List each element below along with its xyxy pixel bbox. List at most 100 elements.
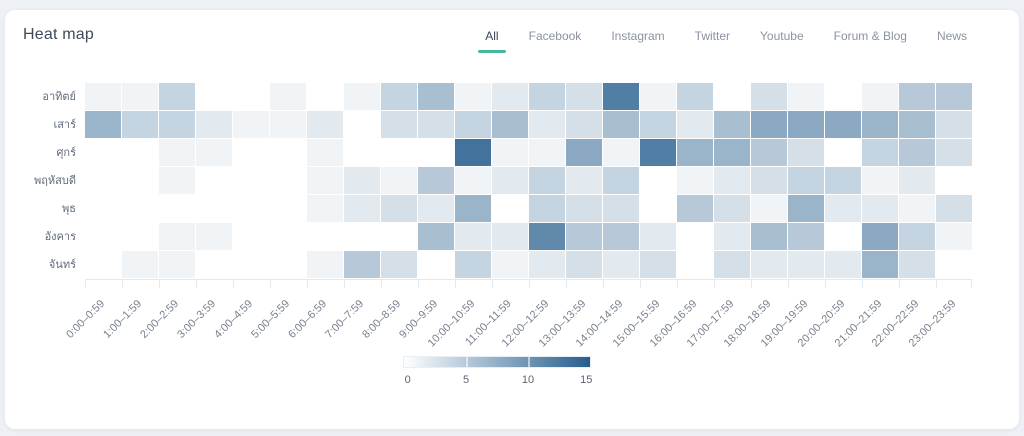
heatmap-cell[interactable]: [862, 139, 898, 166]
heatmap-cell[interactable]: [381, 83, 417, 110]
heatmap-cell[interactable]: [344, 139, 380, 166]
heatmap-cell[interactable]: [825, 139, 861, 166]
heatmap-cell[interactable]: [862, 167, 898, 194]
heatmap-cell[interactable]: [714, 251, 750, 278]
heatmap-cell[interactable]: [270, 111, 306, 138]
heatmap-cell[interactable]: [85, 83, 121, 110]
heatmap-cell[interactable]: [381, 195, 417, 222]
heatmap-cell[interactable]: [788, 195, 824, 222]
heatmap-cell[interactable]: [751, 83, 787, 110]
heatmap-cell[interactable]: [677, 139, 713, 166]
heatmap-cell[interactable]: [122, 223, 158, 250]
heatmap-cell[interactable]: [270, 83, 306, 110]
heatmap-cell[interactable]: [159, 139, 195, 166]
heatmap-cell[interactable]: [418, 139, 454, 166]
heatmap-cell[interactable]: [85, 251, 121, 278]
heatmap-cell[interactable]: [122, 251, 158, 278]
heatmap-cell[interactable]: [825, 167, 861, 194]
heatmap-cell[interactable]: [492, 195, 528, 222]
heatmap-cell[interactable]: [307, 195, 343, 222]
heatmap-cell[interactable]: [159, 111, 195, 138]
heatmap-cell[interactable]: [640, 167, 676, 194]
heatmap-cell[interactable]: [603, 139, 639, 166]
heatmap-cell[interactable]: [196, 83, 232, 110]
heatmap-cell[interactable]: [307, 111, 343, 138]
heatmap-cell[interactable]: [344, 83, 380, 110]
heatmap-cell[interactable]: [936, 223, 972, 250]
heatmap-cell[interactable]: [307, 223, 343, 250]
heatmap-cell[interactable]: [640, 111, 676, 138]
heatmap-cell[interactable]: [307, 251, 343, 278]
heatmap-cell[interactable]: [603, 167, 639, 194]
heatmap-cell[interactable]: [751, 111, 787, 138]
heatmap-cell[interactable]: [529, 139, 565, 166]
heatmap-cell[interactable]: [862, 195, 898, 222]
heatmap-cell[interactable]: [566, 83, 602, 110]
heatmap-cell[interactable]: [233, 111, 269, 138]
heatmap-cell[interactable]: [381, 167, 417, 194]
heatmap-cell[interactable]: [899, 167, 935, 194]
heatmap-cell[interactable]: [159, 167, 195, 194]
heatmap-cell[interactable]: [455, 167, 491, 194]
tab-news[interactable]: News: [936, 29, 967, 43]
heatmap-cell[interactable]: [85, 223, 121, 250]
heatmap-cell[interactable]: [677, 251, 713, 278]
heatmap-cell[interactable]: [862, 223, 898, 250]
heatmap-cell[interactable]: [788, 111, 824, 138]
heatmap-cell[interactable]: [529, 223, 565, 250]
heatmap-cell[interactable]: [418, 83, 454, 110]
heatmap-cell[interactable]: [233, 139, 269, 166]
heatmap-cell[interactable]: [640, 139, 676, 166]
heatmap-cell[interactable]: [529, 195, 565, 222]
heatmap-cell[interactable]: [492, 223, 528, 250]
heatmap-cell[interactable]: [492, 111, 528, 138]
heatmap-cell[interactable]: [936, 111, 972, 138]
heatmap-cell[interactable]: [899, 111, 935, 138]
heatmap-cell[interactable]: [899, 139, 935, 166]
heatmap-cell[interactable]: [751, 251, 787, 278]
heatmap-cell[interactable]: [677, 111, 713, 138]
heatmap-cell[interactable]: [418, 111, 454, 138]
heatmap-cell[interactable]: [566, 251, 602, 278]
heatmap-cell[interactable]: [270, 223, 306, 250]
heatmap-cell[interactable]: [233, 223, 269, 250]
heatmap-cell[interactable]: [492, 139, 528, 166]
heatmap-cell[interactable]: [122, 139, 158, 166]
heatmap-cell[interactable]: [714, 195, 750, 222]
heatmap-cell[interactable]: [418, 195, 454, 222]
heatmap-cell[interactable]: [603, 195, 639, 222]
heatmap-cell[interactable]: [714, 139, 750, 166]
heatmap-cell[interactable]: [159, 251, 195, 278]
heatmap-cell[interactable]: [381, 139, 417, 166]
heatmap-cell[interactable]: [344, 195, 380, 222]
heatmap-cell[interactable]: [344, 251, 380, 278]
tab-twitter[interactable]: Twitter: [694, 29, 731, 43]
heatmap-cell[interactable]: [936, 139, 972, 166]
heatmap-cell[interactable]: [936, 83, 972, 110]
heatmap-cell[interactable]: [677, 223, 713, 250]
heatmap-cell[interactable]: [825, 223, 861, 250]
heatmap-cell[interactable]: [640, 223, 676, 250]
heatmap-cell[interactable]: [529, 167, 565, 194]
heatmap-cell[interactable]: [566, 111, 602, 138]
heatmap-cell[interactable]: [825, 111, 861, 138]
heatmap-cell[interactable]: [529, 251, 565, 278]
heatmap-cell[interactable]: [899, 195, 935, 222]
heatmap-cell[interactable]: [936, 251, 972, 278]
heatmap-cell[interactable]: [788, 251, 824, 278]
heatmap-cell[interactable]: [233, 251, 269, 278]
heatmap-cell[interactable]: [455, 251, 491, 278]
heatmap-cell[interactable]: [196, 167, 232, 194]
heatmap-cell[interactable]: [344, 167, 380, 194]
heatmap-cell[interactable]: [455, 195, 491, 222]
heatmap-cell[interactable]: [529, 111, 565, 138]
heatmap-cell[interactable]: [418, 223, 454, 250]
heatmap-cell[interactable]: [714, 167, 750, 194]
heatmap-cell[interactable]: [122, 195, 158, 222]
heatmap-cell[interactable]: [122, 167, 158, 194]
heatmap-cell[interactable]: [640, 195, 676, 222]
heatmap-cell[interactable]: [566, 223, 602, 250]
heatmap-cell[interactable]: [862, 251, 898, 278]
heatmap-cell[interactable]: [936, 167, 972, 194]
heatmap-cell[interactable]: [603, 111, 639, 138]
